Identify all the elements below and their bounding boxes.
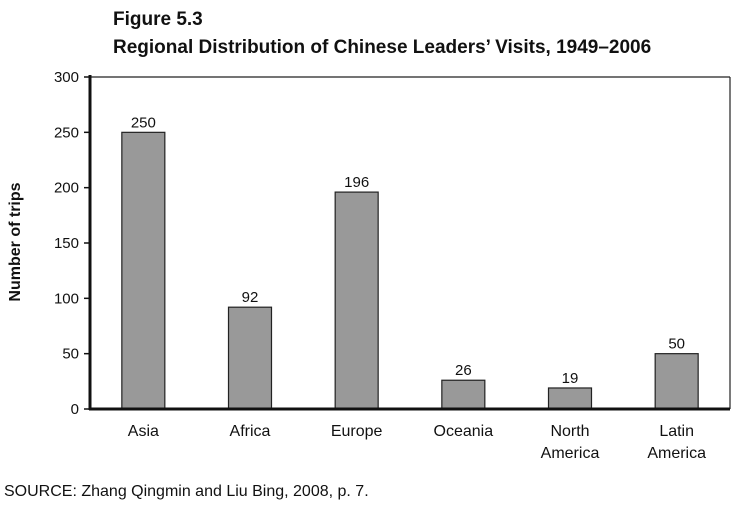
source-note: SOURCE: Zhang Qingmin and Liu Bing, 2008… <box>4 483 369 500</box>
bar <box>334 191 379 410</box>
plot-frame <box>88 75 731 411</box>
bar-chart: 0 50 100 150 200 250 300 250 Asia 92 Africa 196 Eur… <box>7 69 731 462</box>
y-tick-label: 200 <box>54 180 79 197</box>
chart-title: Regional Distribution of Chinese Leaders… <box>113 37 652 58</box>
data-label: 50 <box>668 336 685 353</box>
bar <box>227 306 273 410</box>
labels-layer: 250 Asia 92 Africa 196 Europe 26 Oceania 19 North… <box>128 114 706 462</box>
bars-layer <box>121 131 699 410</box>
data-label: 26 <box>455 362 472 379</box>
y-tick-label: 0 <box>71 401 79 418</box>
y-tick-label: 50 <box>62 346 79 363</box>
data-label: 19 <box>562 370 579 387</box>
bar <box>547 387 593 410</box>
category-label: Asia <box>128 423 159 440</box>
data-label: 92 <box>242 289 259 306</box>
category-label: North <box>550 423 589 440</box>
y-axis-ticks: 0 50 100 150 200 250 300 <box>54 69 90 418</box>
y-tick-label: 150 <box>54 235 79 252</box>
y-tick-label: 250 <box>54 124 79 141</box>
data-label: 250 <box>131 114 156 131</box>
bar <box>654 353 699 410</box>
y-axis-title: Number of trips <box>7 182 24 301</box>
figure-label: Figure 5.3 <box>113 9 203 30</box>
bar <box>121 131 166 410</box>
category-label: America <box>647 445 706 462</box>
category-label: Africa <box>230 423 271 440</box>
category-label: Oceania <box>434 423 494 440</box>
category-label: Latin <box>659 423 694 440</box>
y-tick-label: 300 <box>54 69 79 86</box>
data-label: 196 <box>344 174 369 191</box>
y-tick-label: 100 <box>54 290 79 307</box>
category-label: America <box>541 445 600 462</box>
bar <box>441 379 486 410</box>
category-label: Europe <box>331 423 383 440</box>
